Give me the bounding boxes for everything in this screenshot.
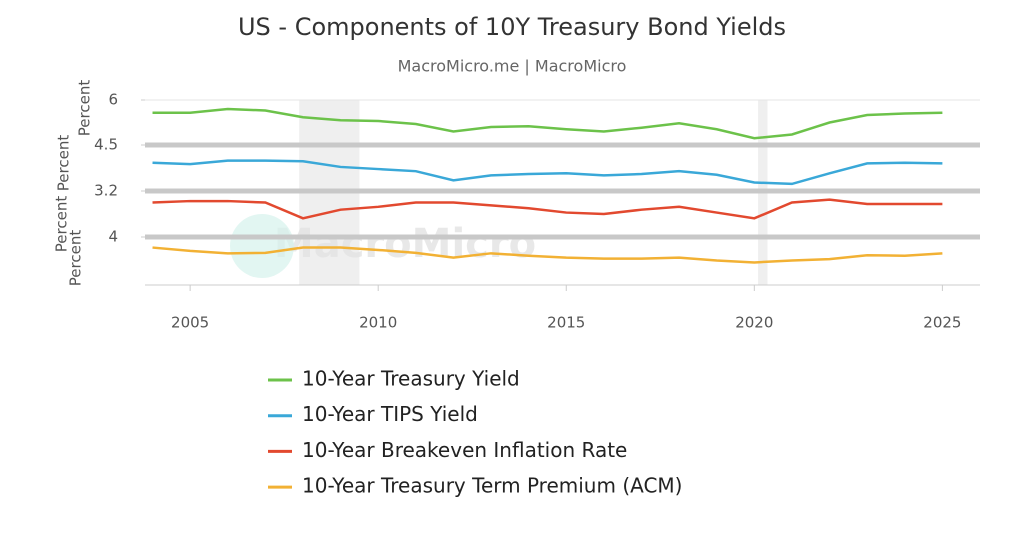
x-tick-label: 2015 (547, 314, 585, 332)
series-line (152, 246, 943, 264)
y-axis-label: Percent (67, 230, 85, 287)
y-tick-label: 4 (108, 228, 118, 246)
x-tick-label: 2025 (923, 314, 961, 332)
x-tick-label: 2005 (171, 314, 209, 332)
y-axis-label: Percent (53, 196, 71, 253)
y-tick-label: 3.2 (94, 182, 118, 200)
series-line (152, 198, 943, 220)
watermark: MacroMicro (274, 221, 536, 267)
legend-label: 10-Year Breakeven Inflation Rate (302, 438, 627, 462)
legend-label: 10-Year TIPS Yield (302, 402, 478, 426)
y-axis-label: Percent (76, 80, 94, 137)
chart-title: US - Components of 10Y Treasury Bond Yie… (238, 13, 786, 41)
y-axis-label: Percent (55, 135, 73, 192)
series-line (152, 159, 943, 186)
y-tick-label: 6 (108, 91, 118, 109)
series-line (152, 107, 943, 140)
legend-label: 10-Year Treasury Term Premium (ACM) (302, 474, 682, 498)
x-tick-label: 2010 (359, 314, 397, 332)
chart-subtitle: MacroMicro.me | MacroMicro (398, 57, 627, 76)
watermark-logo (230, 214, 294, 278)
y-tick-label: 4.5 (94, 136, 118, 154)
x-tick-label: 2020 (735, 314, 773, 332)
legend-label: 10-Year Treasury Yield (302, 367, 520, 391)
